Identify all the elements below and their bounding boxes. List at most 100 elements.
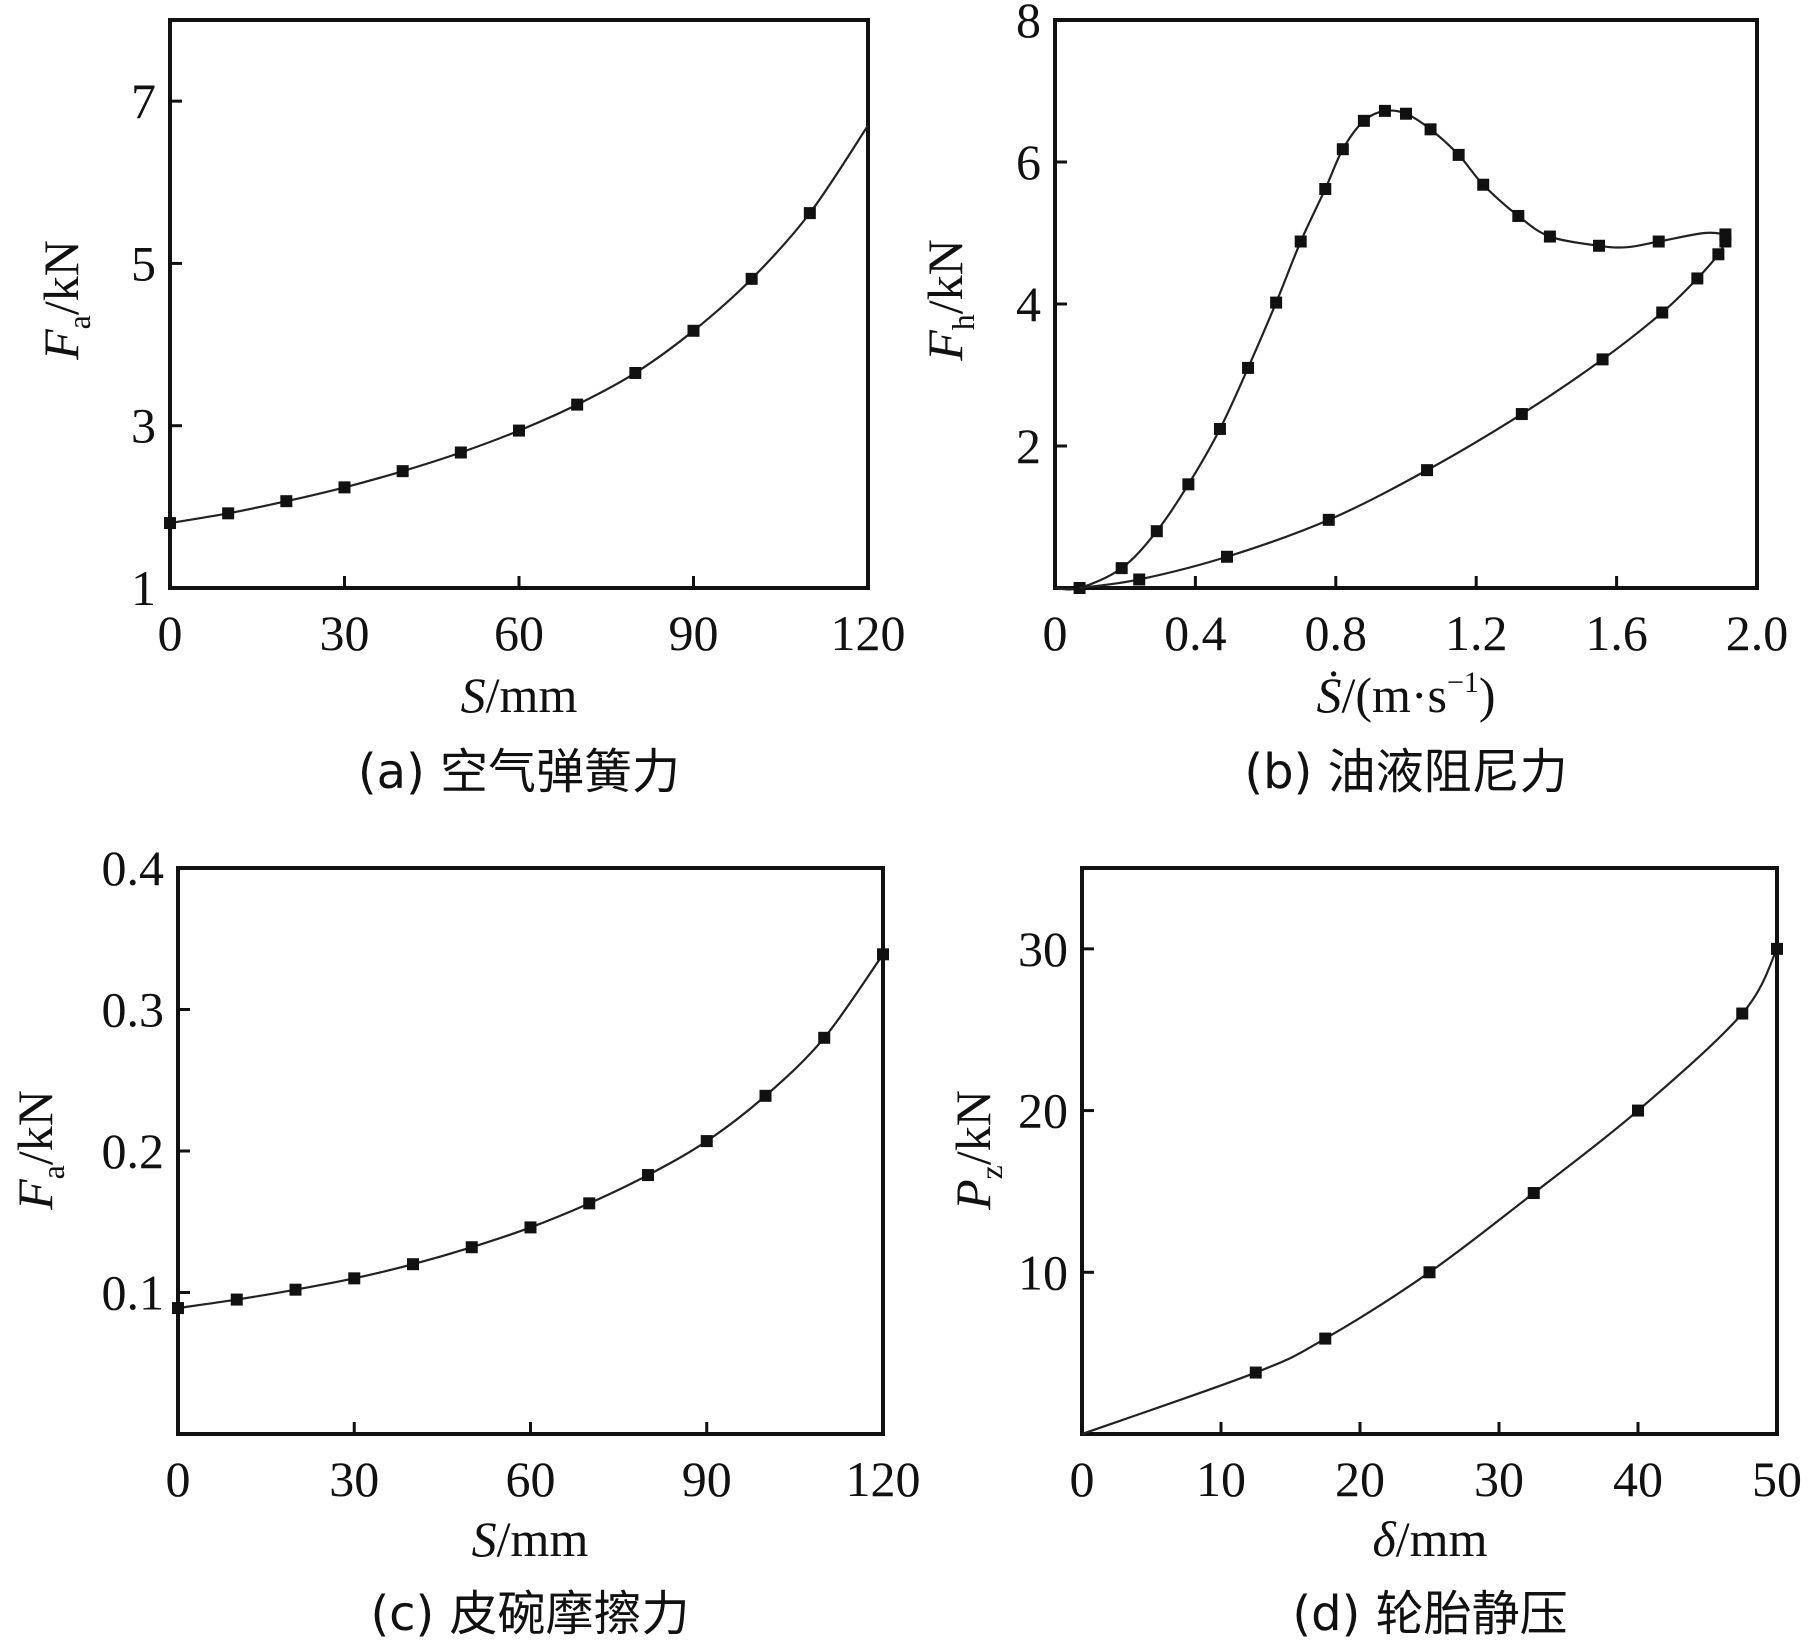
data-point [818, 1031, 831, 1044]
y-tick-label: 0.3 [102, 982, 165, 1038]
y-tick-label: 30 [1018, 921, 1068, 977]
data-point [1515, 408, 1528, 421]
data-point [338, 481, 351, 494]
y-tick-label: 2 [1016, 418, 1041, 474]
data-point [1115, 562, 1128, 575]
data-point [1150, 525, 1163, 538]
data-point [1656, 306, 1669, 319]
data-point [1421, 464, 1434, 477]
data-point [1527, 1187, 1540, 1200]
x-tick-label: 90 [682, 1451, 732, 1507]
x-tick-label: 120 [846, 1451, 921, 1507]
data-point [1319, 1332, 1332, 1345]
data-point [759, 1089, 772, 1102]
x-tick-label: 90 [669, 605, 719, 661]
data-point [164, 517, 176, 530]
data-point [1771, 942, 1783, 955]
data-point [642, 1169, 654, 1182]
data-point [230, 1293, 243, 1306]
data-point [1719, 235, 1732, 248]
y-tick-label: 4 [1016, 276, 1041, 332]
data-point [1220, 550, 1233, 563]
data-point [1294, 235, 1307, 248]
x-tick-label: 0 [1043, 605, 1068, 661]
x-tick-label: 60 [506, 1451, 556, 1507]
data-point [1378, 104, 1391, 117]
data-point [1249, 1366, 1262, 1379]
data-point [1336, 143, 1349, 156]
x-tick-label: 10 [1196, 1451, 1246, 1507]
y-axis-label: Fa/kN [33, 240, 97, 361]
x-tick-label: 0 [1070, 1451, 1095, 1507]
y-tick-label: 0.4 [102, 840, 165, 896]
chart-caption: (a) 空气弹簧力 [358, 744, 680, 800]
y-tick-label: 5 [131, 235, 156, 291]
y-tick-label: 1 [131, 560, 156, 616]
data-point [407, 1258, 419, 1271]
data-point [803, 207, 816, 220]
data-point [1400, 107, 1412, 120]
series-line-1 [169, 124, 869, 525]
data-point [1182, 478, 1195, 491]
x-tick-label: 120 [831, 605, 906, 661]
data-point [454, 446, 467, 459]
y-tick-label: 0.2 [102, 1123, 165, 1179]
chart-caption: (b) 油液阻尼力 [1244, 744, 1567, 800]
data-point [1712, 248, 1725, 261]
x-tick-label: 0.4 [1164, 605, 1227, 661]
x-axis-label: Ṡ/(m·s−1) [1316, 666, 1495, 723]
data-point [1652, 235, 1665, 248]
data-point [571, 398, 584, 411]
data-point [1477, 178, 1490, 191]
data-point [222, 507, 235, 520]
series-line-1 [1054, 109, 1726, 591]
chart-panel-b: 0 0.4 0.8 1.2 1.6 2.0 2 4 6 8 Fh/kN Ṡ/(m·s−1) (b) 油液… [917, 0, 1788, 800]
x-tick-label: 30 [329, 1451, 379, 1507]
y-axis-label: Fa/kN [7, 1090, 71, 1211]
y-tick-label: 3 [131, 398, 156, 454]
series-line-1 [177, 953, 884, 1310]
data-point [877, 948, 889, 961]
data-point [348, 1272, 361, 1285]
data-point [745, 272, 758, 285]
chart-panel-a: 0 30 60 90 120 1 3 5 7 Fa/kN S/mm (a) 空气弹簧力 [33, 18, 906, 800]
y-tick-label: 20 [1018, 1083, 1068, 1139]
data-point [687, 324, 700, 337]
x-tick-label: 1.6 [1585, 605, 1648, 661]
series-line-1 [1081, 948, 1778, 1436]
plot-frame [1080, 866, 1779, 1436]
data-point [1322, 513, 1335, 526]
x-tick-label: 0 [158, 605, 183, 661]
y-tick-label: 8 [1016, 0, 1041, 48]
data-point [629, 366, 642, 379]
data-point [1424, 123, 1437, 136]
chart-panel-c: 0 30 60 90 120 0.1 0.2 0.3 0.4 Fa/kN S/mm (c) 皮碗摩擦力 [7, 840, 921, 1642]
x-tick-label: 20 [1335, 1451, 1385, 1507]
plot-frame [176, 866, 885, 1436]
x-tick-label: 50 [1752, 1451, 1802, 1507]
y-axis-label: Fh/kN [917, 239, 981, 362]
plot-frame [1053, 18, 1759, 590]
x-tick-label: 30 [320, 605, 370, 661]
y-tick-label: 6 [1016, 134, 1041, 190]
data-point [1270, 296, 1283, 309]
data-point [1543, 230, 1556, 243]
x-tick-label: 30 [1474, 1451, 1524, 1507]
data-point [1632, 1104, 1644, 1117]
data-point [583, 1197, 596, 1210]
y-tick-label: 0.1 [102, 1265, 165, 1321]
data-point [1242, 361, 1255, 374]
x-tick-label: 2.0 [1726, 605, 1789, 661]
chart-caption: (c) 皮碗摩擦力 [370, 1586, 689, 1642]
data-point [172, 1302, 184, 1315]
data-point [1133, 573, 1146, 586]
data-point [1593, 239, 1606, 252]
data-point [1319, 182, 1332, 195]
series-line-2 [1079, 240, 1727, 590]
data-point [465, 1241, 478, 1254]
data-point [1357, 114, 1370, 127]
data-point [280, 495, 293, 508]
data-point [524, 1221, 537, 1234]
chart-panel-d: 0 10 20 30 40 50 10 20 30 Pz/kN δ/mm (d) 轮胎静压 [945, 866, 1802, 1642]
